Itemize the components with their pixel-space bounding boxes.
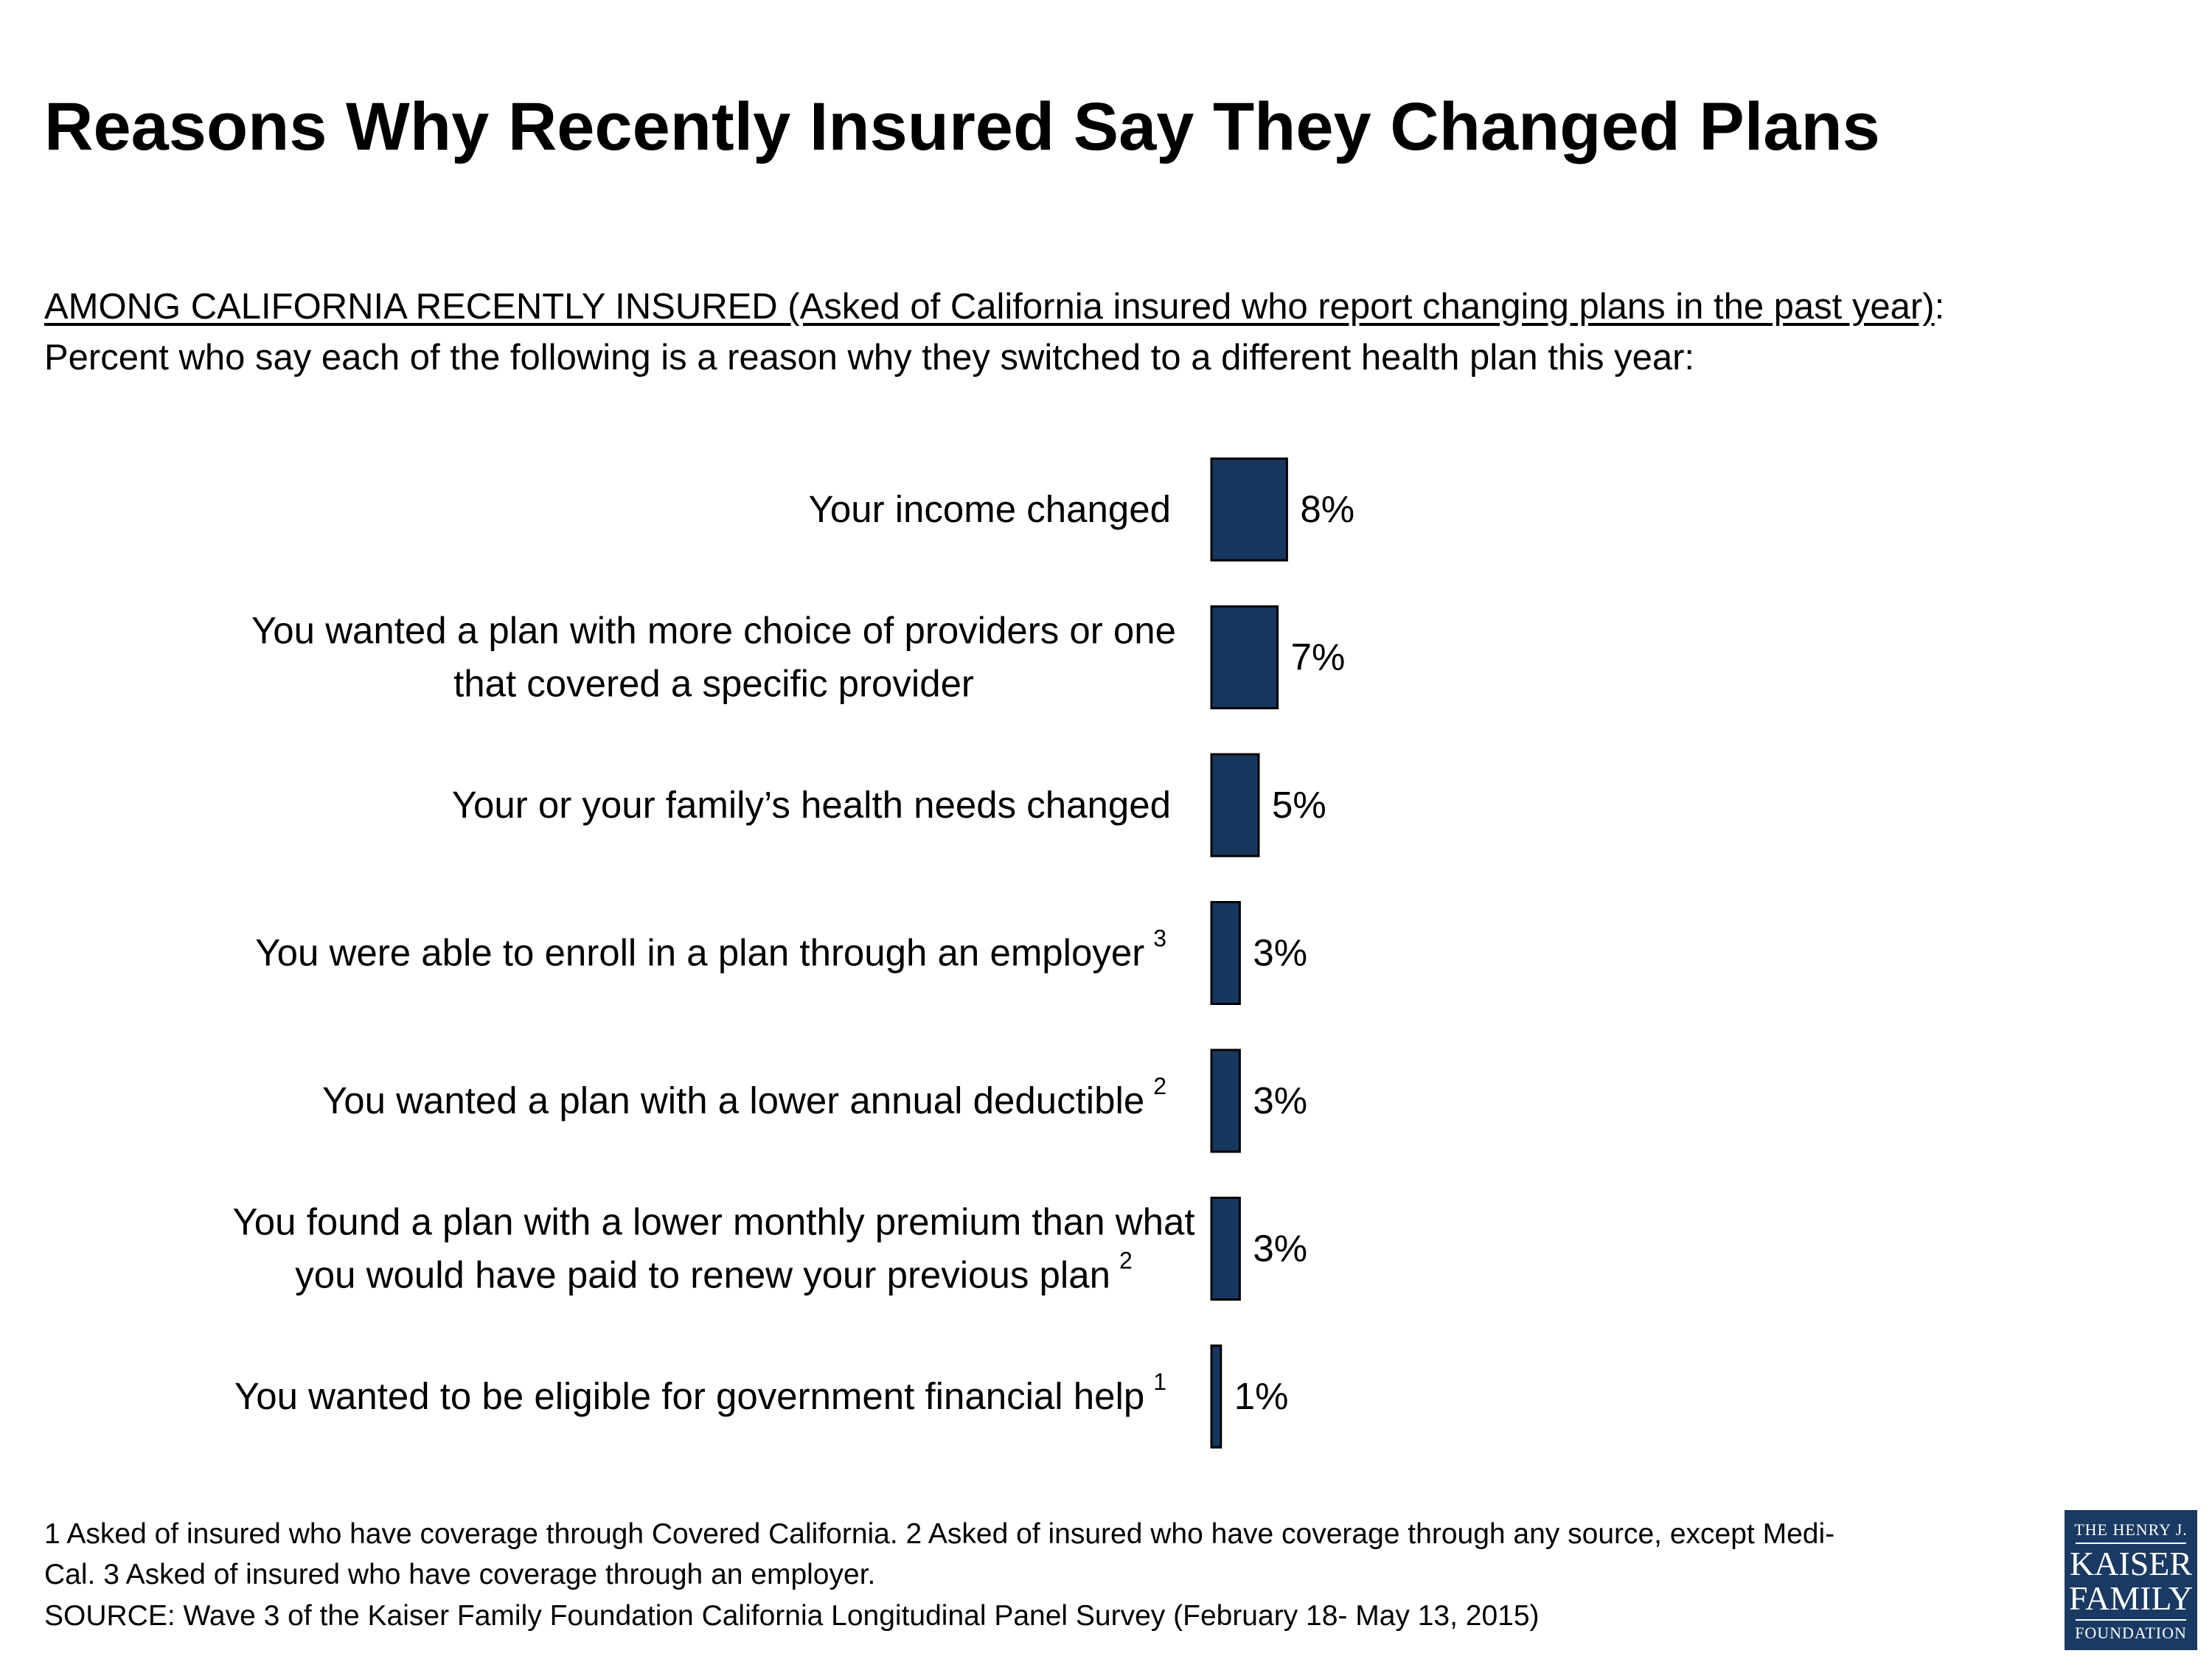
bar-chart: 8% Your income changed 7% You wanted a plan… bbox=[232, 457, 1354, 1449]
logo-line-4: FOUNDATION bbox=[2075, 1624, 2187, 1643]
subtitle-lead-suffix: : bbox=[1934, 287, 1945, 327]
footnote-marker: 2 bbox=[1119, 1248, 1133, 1274]
category-label: Your income changed bbox=[809, 488, 1171, 530]
bar bbox=[1210, 457, 1288, 562]
footnote-marker: 1 bbox=[1153, 1368, 1166, 1395]
category-label: You found a plan with a lower monthly pr… bbox=[232, 1201, 1194, 1243]
footnotes: 1 Asked of insured who have coverage thr… bbox=[44, 1514, 2035, 1636]
value-label: 5% bbox=[1272, 784, 1326, 826]
category-label: You wanted a plan with a lower annual de… bbox=[322, 1073, 1166, 1121]
value-label: 3% bbox=[1253, 1228, 1307, 1270]
logo-rule bbox=[2076, 1543, 2186, 1545]
bar bbox=[1210, 753, 1260, 858]
value-label: 1% bbox=[1234, 1375, 1289, 1417]
source-note: SOURCE: Wave 3 of the Kaiser Family Foun… bbox=[44, 1599, 1540, 1632]
value-label: 3% bbox=[1253, 1079, 1307, 1121]
logo-rule bbox=[2076, 1619, 2186, 1621]
category-label: Your or your family’s health needs chang… bbox=[452, 784, 1171, 826]
chart-subtitle: AMONG CALIFORNIA RECENTLY INSURED (Asked… bbox=[44, 282, 1944, 383]
subtitle-line-2: Percent who say each of the following is… bbox=[44, 337, 1695, 378]
page-title: Reasons Why Recently Insured Say They Ch… bbox=[44, 89, 1880, 164]
bar bbox=[1210, 1197, 1241, 1301]
bar bbox=[1210, 901, 1241, 1005]
subtitle-lead: AMONG CALIFORNIA RECENTLY INSURED (Asked… bbox=[44, 287, 1935, 327]
category-label: you would have paid to renew your previo… bbox=[295, 1248, 1133, 1296]
category-label: You were able to enroll in a plan throug… bbox=[255, 925, 1166, 974]
category-label: You wanted a plan with more choice of pr… bbox=[251, 610, 1176, 652]
subtitle-line-1: AMONG CALIFORNIA RECENTLY INSURED (Asked… bbox=[44, 282, 1944, 333]
value-label: 3% bbox=[1253, 932, 1307, 974]
value-label: 7% bbox=[1291, 636, 1346, 678]
bar bbox=[1210, 605, 1279, 709]
category-label: You wanted to be eligible for government… bbox=[234, 1368, 1166, 1417]
chart-marks: 8% Your income changed 7% You wanted a plan… bbox=[232, 457, 1354, 1449]
logo-line-2: KAISER bbox=[2069, 1545, 2193, 1583]
value-label: 8% bbox=[1300, 488, 1354, 530]
bar bbox=[1210, 1344, 1222, 1449]
logo-line-1: THE HENRY J. bbox=[2074, 1520, 2188, 1539]
category-label: that covered a specific provider bbox=[453, 663, 974, 705]
kaiser-family-foundation-logo: THE HENRY J. KAISER FAMILY FOUNDATION bbox=[2065, 1510, 2197, 1650]
logo-line-3: FAMILY bbox=[2068, 1579, 2194, 1618]
footnote-line-1: 1 Asked of insured who have coverage thr… bbox=[44, 1518, 1835, 1550]
footnote-marker: 2 bbox=[1153, 1073, 1166, 1099]
footnote-marker: 3 bbox=[1153, 925, 1166, 952]
bar bbox=[1210, 1048, 1241, 1153]
footnote-line-2: Cal. 3 Asked of insured who have coverag… bbox=[44, 1559, 876, 1591]
